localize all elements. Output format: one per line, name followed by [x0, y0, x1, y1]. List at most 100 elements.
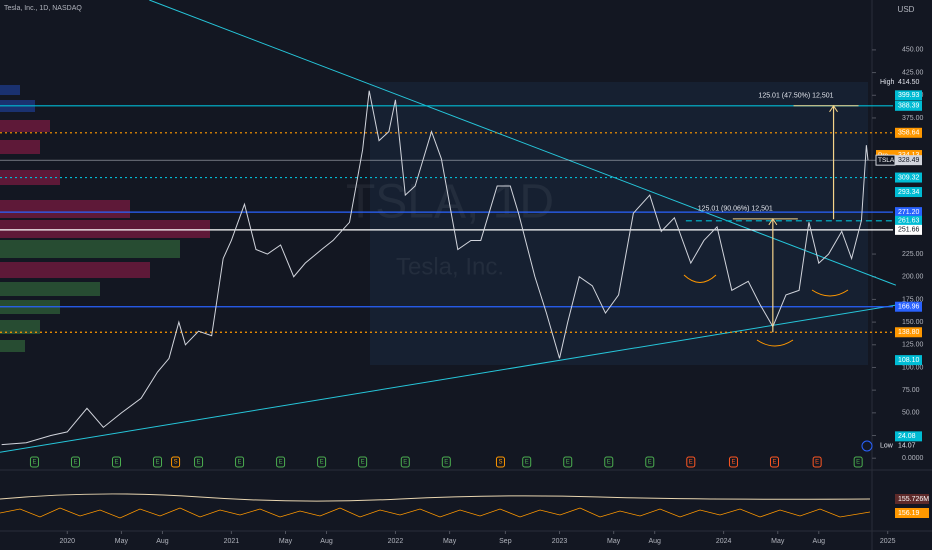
price-label-box — [895, 90, 922, 101]
event-label: E — [320, 460, 324, 466]
indicator-label: 155.726M — [898, 496, 929, 503]
price-label-box — [895, 207, 922, 218]
event-marker — [70, 456, 80, 468]
watermark: Tesla, Inc. — [396, 253, 504, 280]
x-tick-label: May — [607, 538, 621, 545]
event-label: E — [689, 460, 693, 466]
y-tick-label: 50.00 — [902, 410, 920, 417]
price-label: 24.08 — [898, 433, 916, 440]
volume-profile — [0, 85, 210, 352]
x-tick-label: May — [771, 538, 785, 545]
y-tick-label: 150.00 — [902, 319, 924, 326]
pattern-arcs — [683, 274, 849, 347]
x-tick-label: 2020 — [59, 538, 75, 545]
event-label: E — [156, 460, 160, 466]
price-label-box — [895, 150, 922, 161]
x-tick-label: 2023 — [552, 538, 568, 545]
y-tick-label: 75.00 — [902, 387, 920, 394]
price-label-box — [895, 155, 922, 166]
chart-title: Tesla, Inc., 1D, NASDAQ — [4, 5, 82, 12]
high-label: 414.50 — [898, 79, 920, 86]
oscillator-line — [0, 507, 871, 519]
indicator-box — [895, 508, 929, 518]
event-label: E — [444, 460, 448, 466]
price-label: 309.32 — [898, 174, 920, 181]
price-label: 328.49 — [898, 157, 920, 164]
price-label-box — [895, 100, 922, 111]
x-tick-label: May — [115, 538, 129, 545]
event-label: S — [498, 460, 502, 466]
event-marker — [194, 456, 204, 468]
price-label-box — [895, 127, 922, 138]
event-marker — [604, 456, 614, 468]
event-marker — [645, 456, 655, 468]
price-label-box — [895, 355, 922, 366]
event-marker — [171, 456, 181, 468]
event-marker — [276, 456, 286, 468]
price-label-box — [895, 187, 922, 198]
tag-box — [875, 154, 896, 166]
event-marker — [853, 456, 863, 468]
y-tick-label: 225.00 — [902, 251, 924, 258]
x-tick-label: Aug — [648, 538, 661, 545]
y-tick-label: 175.00 — [902, 296, 924, 303]
price-label: 271.20 — [898, 209, 920, 216]
event-marker — [441, 456, 451, 468]
event-marker — [495, 456, 505, 468]
event-label: E — [525, 460, 529, 466]
event-label: E — [648, 460, 652, 466]
indicator-label: 156.19 — [898, 510, 920, 517]
volume-line — [0, 493, 871, 502]
watermark: TSLA, 1D — [346, 176, 554, 229]
price-label: 138.80 — [898, 329, 920, 336]
y-tick-label: 375.00 — [902, 115, 924, 122]
event-marker — [769, 456, 779, 468]
measure-label: 125.01 (47.50%) 12,501 — [758, 93, 833, 100]
y-tick-label: 450.00 — [902, 47, 924, 54]
price-line — [1, 90, 869, 446]
event-label: E — [197, 460, 201, 466]
event-marker — [29, 456, 39, 468]
price-label-box — [895, 172, 922, 183]
y-tick-label: 0.0000 — [902, 455, 924, 462]
event-label: E — [403, 460, 407, 466]
indicator-box — [895, 494, 929, 504]
x-tick-label: 2024 — [716, 538, 732, 545]
price-label: 399.93 — [898, 92, 920, 99]
price-label-box — [895, 327, 922, 338]
event-label: E — [566, 460, 570, 466]
high-tag: High — [880, 79, 895, 86]
event-marker — [358, 456, 368, 468]
scroll-button[interactable] — [861, 440, 873, 452]
y-tick-label: 200.00 — [902, 274, 924, 281]
event-label: E — [73, 460, 77, 466]
x-tick-label: Aug — [156, 538, 169, 545]
price-label: 261.63 — [898, 218, 920, 225]
price-label: 358.64 — [898, 130, 920, 137]
price-tag: TSLA — [878, 157, 895, 164]
x-tick-label: May — [443, 538, 457, 545]
x-tick-label: May — [279, 538, 293, 545]
event-marker — [686, 456, 696, 468]
x-tick-label: Sep — [499, 538, 512, 545]
event-marker — [112, 456, 121, 468]
price-label-box — [895, 224, 922, 235]
price-label: 388.39 — [898, 103, 920, 110]
event-label: E — [607, 460, 611, 466]
trendline — [149, 0, 897, 286]
price-label: 166.96 — [898, 304, 920, 311]
x-tick-label: Aug — [813, 538, 826, 545]
x-tick-label: 2021 — [224, 538, 240, 545]
price-label: 293.34 — [898, 189, 920, 196]
y-tick-label: 425.00 — [902, 69, 924, 76]
price-label: 108.10 — [898, 357, 920, 364]
event-label: E — [238, 460, 242, 466]
event-marker — [153, 456, 163, 468]
event-label: E — [279, 460, 283, 466]
price-label-box — [895, 215, 922, 226]
x-tick-label: 2022 — [388, 538, 404, 545]
event-label: E — [815, 460, 819, 466]
y-tick-label: 125.00 — [902, 342, 924, 349]
event-marker — [728, 456, 738, 468]
